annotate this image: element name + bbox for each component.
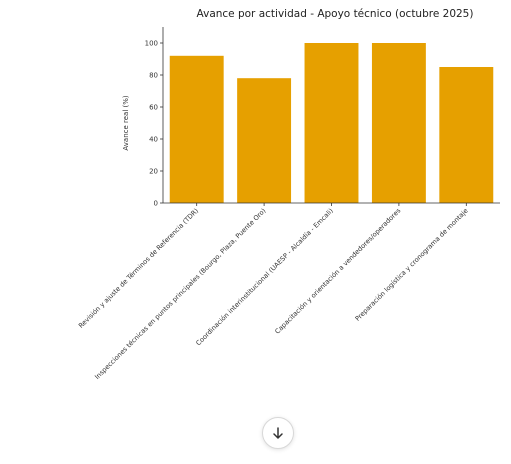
x-tick-label: Revisión y ajuste de Términos de Referen… [77, 207, 200, 330]
y-axis: 0 20 40 60 80 100 [145, 27, 164, 208]
chart-title: Avance por actividad - Apoyo técnico (oc… [197, 8, 474, 20]
scroll-down-button[interactable] [262, 417, 294, 449]
y-tick-label: 80 [149, 72, 158, 80]
y-tick-label: 100 [145, 40, 158, 48]
bar [237, 78, 292, 203]
arrow-down-icon [273, 427, 283, 439]
y-tick-label: 40 [149, 136, 158, 144]
x-axis: Revisión y ajuste de Términos de Referen… [77, 202, 500, 381]
bars [169, 43, 494, 203]
y-axis-label: Avance real (%) [122, 95, 130, 151]
bar [371, 43, 426, 203]
x-tick-label: Coordinación interinstitucional (UAESP -… [194, 207, 334, 347]
bar [439, 67, 494, 203]
x-tick-label: Preparación logística y cronograma de mo… [354, 207, 470, 323]
x-tick-label: Capacitación y orientación a vendedores/… [273, 206, 402, 335]
y-tick-label: 0 [154, 200, 158, 208]
bar [169, 55, 224, 203]
y-tick-label: 60 [149, 104, 158, 112]
bar [304, 43, 359, 203]
y-tick-label: 20 [149, 168, 158, 176]
